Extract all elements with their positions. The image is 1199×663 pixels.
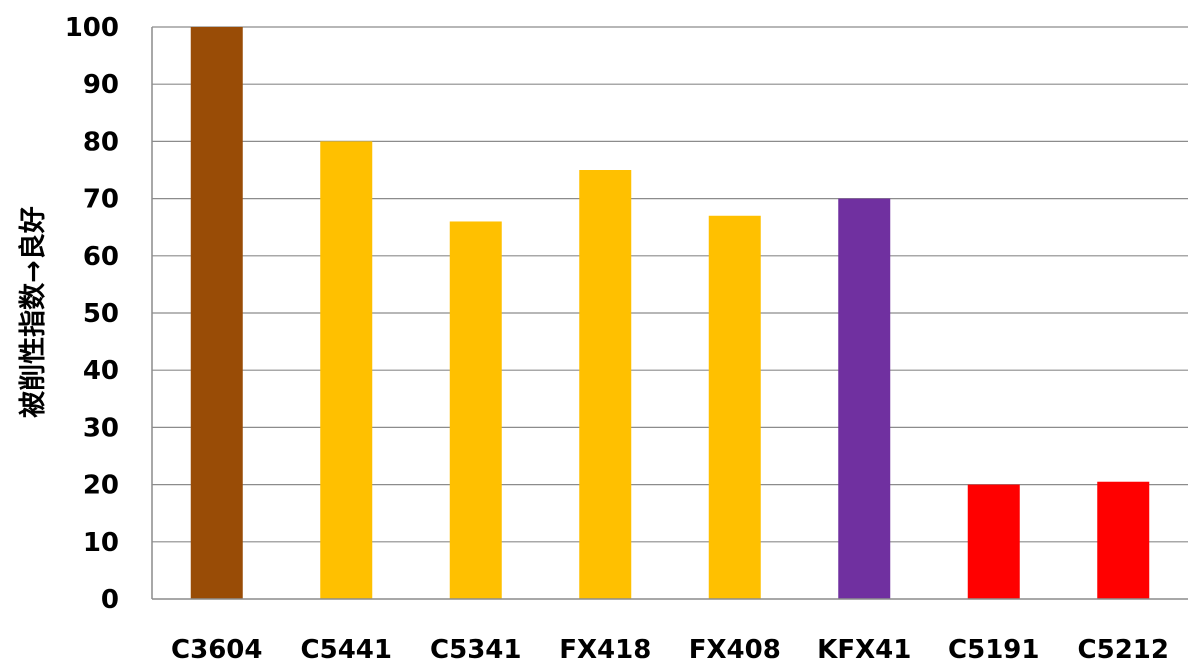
bar-c5341: [449, 221, 502, 600]
bar-fx408: [708, 215, 761, 599]
y-tick-label: 90: [83, 70, 119, 100]
y-tick-label: 0: [101, 585, 119, 615]
x-tick-label: FX408: [689, 635, 781, 663]
bar-c5441: [320, 141, 373, 599]
y-tick-label: 50: [83, 299, 119, 329]
bar-c5191: [967, 484, 1020, 599]
y-tick-label: 60: [83, 242, 119, 272]
axes: [151, 27, 1188, 600]
y-tick-label: 20: [83, 471, 119, 501]
x-tick-label: C3604: [171, 635, 262, 663]
x-tick-labels: C3604 C5441 C5341 FX418 FX408 KFX41 C5191 C5212: [171, 635, 1169, 663]
y-tick-label: 10: [83, 528, 119, 558]
y-tick-label: 40: [83, 356, 119, 386]
bars: [190, 27, 1150, 600]
x-tick-label: KFX41: [817, 635, 911, 663]
bar-c3604: [190, 27, 243, 599]
y-tick-label: 70: [83, 185, 119, 215]
bar-c5212: [1097, 481, 1150, 599]
x-tick-label: C5441: [301, 635, 392, 663]
y-tick-label: 80: [83, 127, 119, 157]
x-tick-label: C5341: [430, 635, 521, 663]
y-axis-title: 被削性指数→良好: [17, 206, 49, 418]
x-tick-label: C5191: [948, 635, 1039, 663]
gridlines: [152, 26, 1188, 543]
y-tick-label: 30: [83, 413, 119, 443]
bar-kfx41: [838, 198, 891, 599]
y-tick-label: 100: [65, 13, 119, 43]
bar-fx418: [579, 170, 632, 599]
x-tick-label: FX418: [559, 635, 651, 663]
x-tick-label: C5212: [1078, 635, 1169, 663]
y-tick-labels: 0 10 20 30 40 50 60 70 80 90 100: [65, 13, 119, 615]
